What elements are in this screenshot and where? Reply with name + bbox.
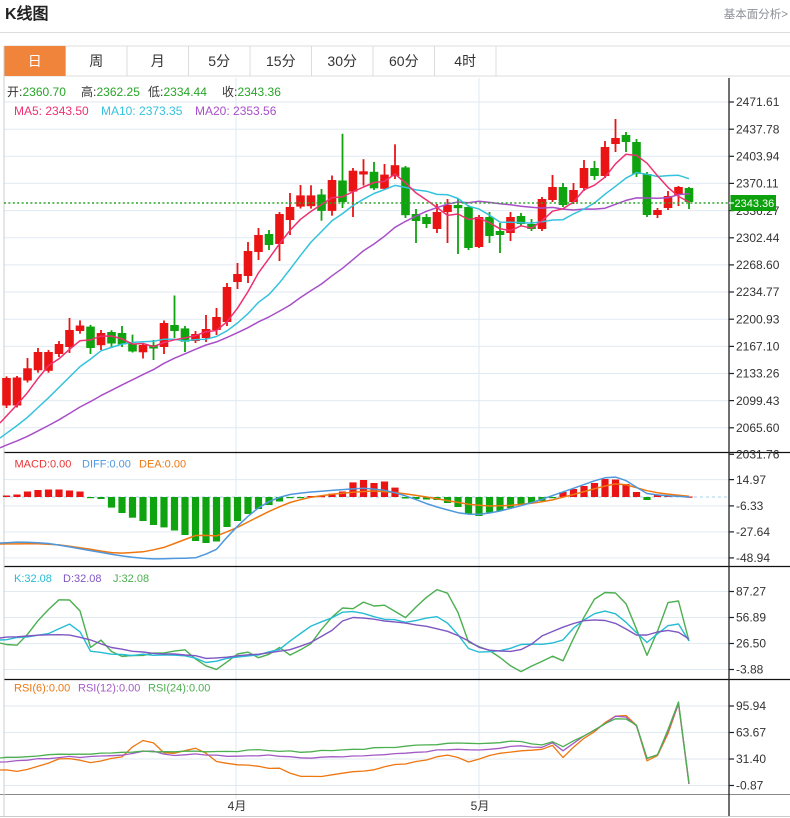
svg-text:MACD:0.00: MACD:0.00 (15, 459, 72, 471)
svg-text:2343.36: 2343.36 (238, 85, 282, 99)
svg-text:K线图: K线图 (5, 4, 49, 23)
svg-text:2065.60: 2065.60 (736, 421, 780, 435)
svg-text:周: 周 (89, 53, 103, 69)
svg-text:MA20: 2353.56: MA20: 2353.56 (195, 104, 277, 118)
svg-text:5分: 5分 (208, 53, 230, 69)
svg-text:2302.44: 2302.44 (736, 231, 780, 245)
svg-text:开:: 开: (7, 85, 22, 99)
svg-text:基本面分析>: 基本面分析> (724, 7, 788, 21)
svg-text:K:32.08: K:32.08 (14, 573, 52, 585)
svg-text:2031.76: 2031.76 (736, 448, 780, 462)
svg-text:4时: 4时 (454, 53, 476, 69)
svg-text:87.27: 87.27 (736, 585, 766, 599)
svg-text:2167.10: 2167.10 (736, 340, 780, 354)
svg-text:低:: 低: (148, 85, 163, 99)
svg-text:2268.60: 2268.60 (736, 258, 780, 272)
svg-text:DEA:0.00: DEA:0.00 (139, 459, 186, 471)
svg-text:RSI(6):0.00: RSI(6):0.00 (14, 683, 70, 695)
svg-text:J:32.08: J:32.08 (113, 573, 149, 585)
svg-text:2099.43: 2099.43 (736, 394, 780, 408)
svg-text:-27.64: -27.64 (736, 525, 770, 539)
svg-text:2200.93: 2200.93 (736, 312, 780, 326)
svg-text:高:: 高: (81, 84, 96, 99)
svg-text:-3.88: -3.88 (736, 663, 764, 677)
svg-text:14.97: 14.97 (736, 473, 766, 487)
svg-text:MA5: 2343.50: MA5: 2343.50 (14, 104, 89, 118)
svg-text:RSI(24):0.00: RSI(24):0.00 (148, 683, 210, 695)
svg-text:31.40: 31.40 (736, 752, 766, 766)
svg-text:2334.44: 2334.44 (164, 85, 208, 99)
svg-text:2403.94: 2403.94 (736, 150, 780, 164)
svg-text:-6.33: -6.33 (736, 499, 764, 513)
svg-text:30分: 30分 (327, 53, 357, 69)
svg-text:DIFF:0.00: DIFF:0.00 (82, 459, 131, 471)
svg-text:5月: 5月 (471, 799, 490, 813)
svg-text:-48.94: -48.94 (736, 551, 770, 565)
svg-text:RSI(12):0.00: RSI(12):0.00 (78, 683, 140, 695)
svg-text:日: 日 (28, 53, 42, 69)
svg-text:D:32.08: D:32.08 (63, 573, 102, 585)
svg-text:15分: 15分 (266, 53, 296, 69)
svg-text:2133.26: 2133.26 (736, 367, 780, 381)
svg-text:2437.78: 2437.78 (736, 122, 780, 136)
svg-text:63.67: 63.67 (736, 726, 766, 740)
svg-text:56.89: 56.89 (736, 611, 766, 625)
svg-text:2471.61: 2471.61 (736, 95, 780, 109)
svg-text:月: 月 (151, 53, 165, 69)
svg-text:2234.77: 2234.77 (736, 285, 780, 299)
svg-text:2370.11: 2370.11 (736, 177, 779, 191)
svg-text:95.94: 95.94 (736, 699, 766, 713)
svg-text:4月: 4月 (228, 799, 247, 813)
svg-text:26.50: 26.50 (736, 637, 766, 651)
svg-text:MA10: 2373.35: MA10: 2373.35 (101, 104, 183, 118)
svg-text:2343.36: 2343.36 (735, 198, 775, 210)
svg-text:收:: 收: (222, 85, 237, 99)
svg-text:2362.25: 2362.25 (97, 85, 141, 99)
svg-text:2360.70: 2360.70 (23, 85, 67, 99)
svg-text:-0.87: -0.87 (736, 779, 764, 793)
svg-text:60分: 60分 (389, 53, 419, 69)
